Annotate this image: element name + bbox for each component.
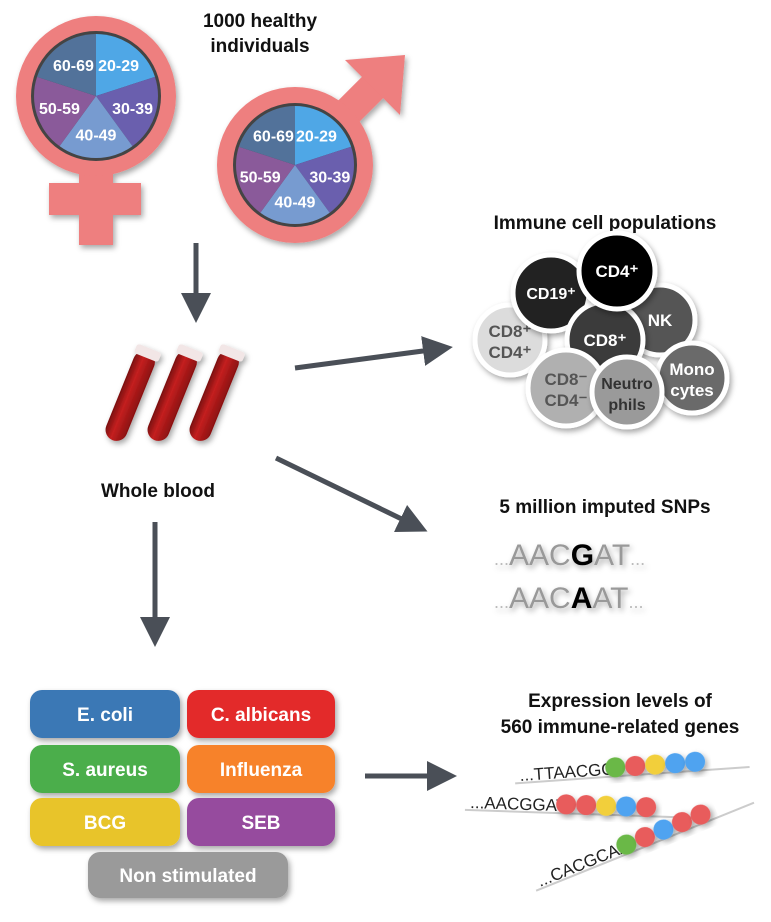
- stimulus-c-albicans: C. albicans: [187, 690, 335, 738]
- snp1-post: AT: [594, 539, 630, 572]
- read-sequence: ...AACGGAT: [470, 793, 567, 815]
- snp-sequence-2: ...AACAAT...: [494, 582, 644, 615]
- expression-reads: ...TTAACGG...AACGGAT...CACGCAA: [464, 751, 755, 892]
- cohort-title-line1: 1000 healthy: [203, 11, 317, 32]
- snp-sequence-1: ...AACGAT...: [494, 539, 645, 572]
- cell-label: Mono: [669, 360, 714, 379]
- age-label: 50-59: [39, 101, 80, 118]
- male-age-pie: 20-29 30-39 40-49 50-59 60-69: [233, 103, 357, 227]
- svg-text:...AACGAT...: ...AACGAT...: [494, 539, 645, 572]
- pie-slice-60-69: [37, 34, 96, 96]
- age-label: 40-49: [275, 195, 316, 212]
- snp-ellipsis: ...: [630, 549, 645, 569]
- cohort-title-line2: individuals: [210, 36, 309, 57]
- blood-tubes-icon: [105, 344, 245, 441]
- expression-bead: [653, 819, 674, 840]
- age-label: 60-69: [253, 128, 294, 145]
- snp1-variant: G: [571, 539, 594, 572]
- expression-bead: [685, 751, 706, 772]
- arrow-to-snps: [274, 455, 428, 532]
- expression-bead: [625, 755, 646, 776]
- stimulus-e-coli: E. coli: [30, 690, 180, 738]
- pie-slice-20-29: [96, 34, 155, 96]
- expression-bead: [576, 795, 597, 816]
- age-label: 20-29: [296, 128, 337, 145]
- cell-monocytes: Mono cytes: [654, 340, 730, 416]
- cell-label: CD4⁻: [545, 391, 588, 410]
- expression-bead: [616, 834, 637, 855]
- cell-label: Neutro: [601, 376, 653, 393]
- stimulus-influenza: Influenza: [187, 745, 335, 793]
- expression-bead: [636, 797, 657, 818]
- immune-cell-cluster: CD8⁺ CD4⁺ CD19⁺ NK CD8⁺ CD4⁺ CD8⁻ CD4⁻ Mono cytes…: [472, 230, 730, 430]
- pie-slice-30-39: [295, 146, 354, 213]
- expression-bead: [665, 753, 686, 774]
- snp-ellipsis: ...: [628, 592, 643, 612]
- snp1-pre: AAC: [509, 539, 571, 572]
- cell-label: CD8⁺: [489, 322, 532, 341]
- expression-bead: [672, 812, 693, 833]
- pie-slice-40-49: [59, 96, 133, 159]
- read-sequence: ...TTAACGG: [519, 759, 615, 785]
- stimulus-s-aureus: S. aureus: [30, 745, 180, 793]
- pie-slice-50-59: [33, 76, 96, 147]
- age-label: 20-29: [98, 58, 139, 75]
- cell-label: NK: [648, 311, 673, 330]
- stimulus-non-stimulated: Non stimulated: [88, 852, 288, 898]
- age-label: 50-59: [240, 169, 281, 186]
- cell-label: phils: [608, 397, 645, 414]
- female-age-pie: 20-29 30-39 40-49 50-59 60-69: [31, 31, 161, 161]
- expression-bead: [616, 796, 637, 817]
- snp2-post: AT: [592, 582, 628, 615]
- immune-title: Immune cell populations: [494, 213, 717, 234]
- stimulus-seb: SEB: [187, 798, 335, 846]
- whole-blood-label: Whole blood: [101, 481, 215, 502]
- pie-slice-50-59: [236, 146, 295, 213]
- snp-ellipsis: ...: [494, 592, 509, 612]
- stimulus-bcg: BCG: [30, 798, 180, 846]
- cell-cd4: CD4⁺: [576, 230, 658, 312]
- expression-bead: [690, 804, 711, 825]
- cell-label: CD19⁺: [526, 286, 575, 303]
- snp2-pre: AAC: [509, 582, 571, 615]
- stimulus-label: S. aureus: [62, 760, 148, 781]
- stimulus-label: SEB: [241, 813, 280, 834]
- expression-read: ...AACGGAT: [464, 793, 700, 820]
- svg-text:...AACAAT...: ...AACAAT...: [494, 582, 644, 615]
- cell-label: CD4⁺: [596, 262, 639, 281]
- pie-slice-30-39: [96, 76, 158, 147]
- expression-bead: [556, 794, 577, 815]
- stimulus-label: BCG: [84, 813, 126, 834]
- age-label: 30-39: [112, 101, 153, 118]
- snp2-variant: A: [571, 582, 593, 615]
- expression-bead: [645, 754, 666, 775]
- expression-bead: [634, 827, 655, 848]
- expression-title-line1: Expression levels of: [528, 691, 712, 712]
- stimulus-label: Non stimulated: [119, 866, 256, 887]
- pie-slice-20-29: [295, 106, 352, 165]
- age-label: 60-69: [53, 58, 94, 75]
- stimuli-grid: E. coli C. albicans S. aureus Influenza BCG S…: [30, 690, 335, 898]
- cell-label: cytes: [670, 381, 713, 400]
- cell-label: CD8⁺: [584, 331, 627, 350]
- pie-slice-60-69: [238, 106, 295, 165]
- expression-bead: [605, 757, 626, 778]
- stimulus-label: E. coli: [77, 705, 133, 726]
- snps-title: 5 million imputed SNPs: [499, 497, 710, 518]
- expression-read: ...TTAACGG: [515, 751, 750, 785]
- age-label: 40-49: [76, 127, 117, 144]
- expression-title-line2: 560 immune-related genes: [501, 717, 740, 738]
- age-label: 30-39: [309, 169, 350, 186]
- pie-slice-40-49: [260, 165, 330, 225]
- cell-label: CD8⁻: [545, 370, 588, 389]
- stimulus-label: Influenza: [220, 760, 303, 781]
- snp-ellipsis: ...: [494, 549, 509, 569]
- cell-neutrophils: Neutro phils: [589, 354, 665, 430]
- arrow-to-cells: [294, 336, 453, 371]
- stimulus-label: C. albicans: [211, 705, 311, 726]
- cell-label: CD4⁺: [489, 343, 532, 362]
- expression-bead: [596, 795, 617, 816]
- cell-cd8cd4: CD8⁻ CD4⁻: [525, 347, 607, 429]
